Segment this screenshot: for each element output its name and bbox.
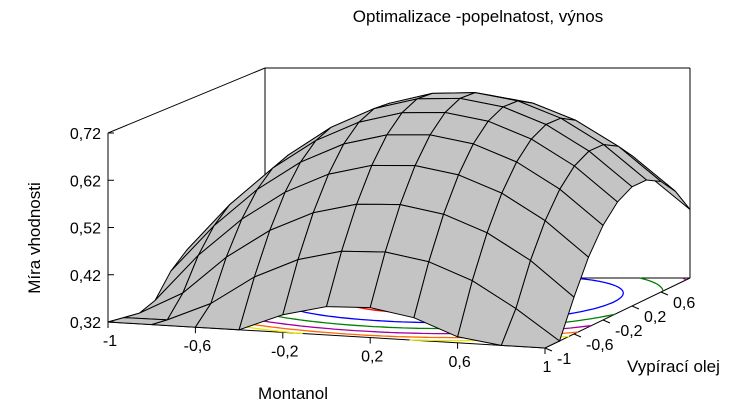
z-tick-label: 0,42 [70,268,101,285]
y-tick-label: 0,6 [673,295,695,312]
y-tick-mark [544,347,553,352]
x-tick-label: 0,2 [361,349,383,366]
y-axis-label: Vypírací olej [627,357,720,376]
y-tick-label: 0,2 [644,309,666,326]
y-tick-label: -1 [557,351,571,368]
x-tick-label: -1 [103,333,117,350]
z-tick-label: 0,62 [70,173,101,190]
y-tick-label: -0,2 [615,323,643,340]
surface-cell [500,307,561,349]
z-axis: 0,32 0,42 0,52 0,62 0,72 Míra vhodnosti [25,126,114,332]
z-tick-label: 0,72 [70,126,101,143]
y-tick-label: -0,6 [586,337,614,354]
z-tick-label: 0,32 [70,315,101,332]
y-axis: -1 -0,6-0,20,2 0,6 Vypírací olej [544,291,720,376]
x-axis-label: Montanol [258,384,328,403]
y-tick-mark [660,291,669,296]
x-tick-label: 0,6 [448,354,470,371]
chart-title: Optimalizace -popelnatost, výnos [353,7,603,26]
y-tick-mark [573,333,582,338]
y-tick-mark [602,319,611,324]
z-tick-label: 0,52 [70,221,101,238]
x-tick-label: 1 [543,359,552,376]
response-surface [107,92,691,349]
z-axis-label: Míra vhodnosti [25,182,44,294]
x-axis: -1 -0,6 -0,2 0,2 0,6 1 Montanol [103,322,552,403]
x-tick-label: -0,2 [271,343,299,360]
x-tick-label: -0,6 [184,338,212,355]
y-tick-mark [631,305,640,310]
